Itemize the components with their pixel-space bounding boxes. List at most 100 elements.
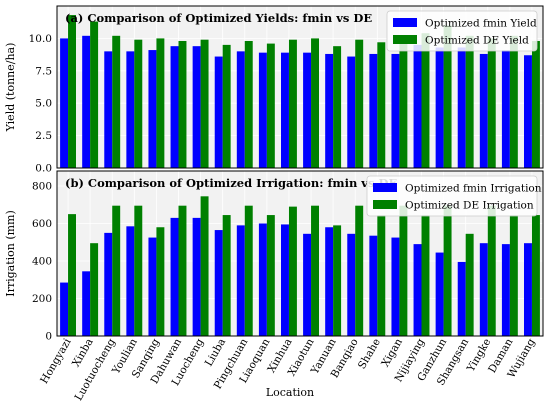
yield-legend-swatch-de (393, 35, 417, 44)
irrigation-plot-border (56, 170, 544, 337)
irrigation-bar-de-sanqing (156, 227, 165, 336)
irrigation-bar-fmin-liuba (214, 230, 223, 336)
yield-bar-fmin-ganzhun (435, 47, 444, 168)
irrigation-y-tick-label: 0 (45, 331, 52, 343)
irrigation-bar-de-pingchuan (244, 205, 253, 336)
yield-bar-fmin-wujiang (524, 55, 532, 168)
yield-bar-de-nijiaying (421, 33, 430, 168)
yield-y-tick-label: 10.0 (29, 33, 52, 45)
irrigation-bar-de-liuba (222, 215, 231, 336)
irrigation-legend-label-fmin: Optimized fmin Irrigation (405, 183, 542, 195)
yield-bar-de-shahe (377, 42, 386, 169)
irrigation-bar-de-shangsan (465, 233, 474, 336)
irrigation-bar-fmin-xinhua (281, 224, 289, 336)
irrigation-bar-de-nijiaying (421, 215, 430, 336)
yield-bar-de-shangsan (465, 35, 474, 168)
irrigation-bar-de-luotuocheng (112, 205, 121, 336)
irrigation-bar-de-yanuan (333, 225, 342, 336)
irrigation-bar-de-banqiao (355, 205, 364, 336)
yield-y-tick-label: 0.0 (35, 163, 52, 175)
yield-y-tick-label: 7.5 (35, 65, 52, 77)
yield-bar-fmin-dahuwan (170, 46, 179, 169)
irrigation-bar-de-ganzhun (443, 205, 452, 336)
x-tick-label-hongyazi: Hongyazi (38, 336, 74, 386)
panel-a-yield: 0.0 2.5 5.0 7.5 10.0 (a) Comparison of Optimi… (4, 5, 544, 175)
irrigation-bar-fmin-youlian (126, 226, 135, 336)
irrigation-bar-de-shahe (377, 215, 386, 336)
yield-bar-de-hongyazi (68, 15, 76, 168)
yield-bar-de-yanuan (333, 46, 342, 169)
yield-legend-swatch-fmin (393, 18, 417, 27)
yield-legend-box (386, 10, 538, 52)
irrigation-legend-swatch-de (373, 200, 397, 209)
irrigation-bar-fmin-liaoquan (258, 223, 267, 336)
irrigation-bar-fmin-shahe (369, 235, 378, 336)
yield-legend-label-fmin: Optimized fmin Yield (425, 18, 537, 30)
irrigation-bar-de-wujiang (531, 215, 540, 336)
irrigation-bar-de-hongyazi (68, 214, 76, 336)
irrigation-bar-fmin-sanqing (148, 237, 157, 336)
yield-bar-de-daman (509, 35, 518, 168)
irrigation-bar-fmin-dahuwan (170, 217, 179, 336)
yield-bar-de-xinhua (288, 39, 297, 168)
yield-bar-fmin-sanqing (148, 50, 157, 169)
irrigation-bar-fmin-shangsan (457, 261, 466, 336)
irrigation-bar-fmin-xiaotun (303, 233, 312, 336)
irrigation-y-axis-label: Irrigation (mm) (4, 210, 17, 297)
irrigation-bar-de-xiaotun (311, 205, 319, 336)
yield-bar-fmin-luotuocheng (104, 51, 113, 168)
yield-bar-de-pingchuan (244, 40, 253, 168)
yield-bar-fmin-nijiaying (413, 44, 422, 168)
yield-bar-fmin-liuba (214, 56, 223, 168)
irrigation-bar-fmin-luocheng (192, 217, 201, 336)
yield-bar-de-luocheng (200, 39, 209, 168)
irrigation-bar-fmin-luotuocheng (104, 232, 113, 336)
irrigation-bar-de-xinba (90, 243, 99, 336)
panel-b-irrigation: 0 200 400 600 800 (b) Comparison of Optimized… (4, 170, 544, 343)
yield-bar-fmin-daman (501, 50, 510, 169)
yield-bar-fmin-xigan (391, 53, 400, 169)
yield-bar-de-luotuocheng (112, 35, 121, 168)
yield-legend-label-de: Optimized DE Yield (425, 35, 529, 47)
irrigation-bar-de-luocheng (200, 196, 209, 336)
yield-bar-fmin-yingke (479, 53, 488, 169)
irrigation-bar-de-daman (509, 215, 518, 336)
yield-bar-fmin-pingchuan (236, 51, 245, 168)
yield-bar-de-sanqing (156, 38, 165, 169)
irrigation-bar-fmin-hongyazi (60, 282, 69, 336)
irrigation-legend: Optimized fmin Irrigation Optimized DE Ir… (366, 175, 542, 217)
x-axis-label: Location (266, 386, 314, 399)
irrigation-bar-de-yingke (487, 205, 496, 336)
irrigation-y-tick-label: 200 (32, 293, 52, 305)
irrigation-bar-fmin-yingke (479, 243, 488, 336)
yield-bar-fmin-xinhua (281, 52, 289, 168)
yield-bar-fmin-yanuan (325, 53, 334, 169)
irrigation-legend-label-de: Optimized DE Irrigation (405, 200, 534, 212)
irrigation-panel-title: (b) Comparison of Optimized Irrigation: … (65, 176, 397, 190)
yield-bar-fmin-banqiao (347, 56, 356, 168)
irrigation-y-tick-label: 400 (32, 256, 52, 268)
yield-plot-border (56, 5, 544, 169)
yield-bar-fmin-youlian (126, 51, 135, 168)
irrigation-y-tick-label: 600 (32, 218, 52, 230)
yield-bar-fmin-liaoquan (258, 52, 267, 168)
yield-y-tick-label: 5.0 (35, 98, 52, 110)
yield-bar-de-xinba (90, 21, 99, 168)
yield-panel-title: (a) Comparison of Optimized Yields: fmin… (65, 11, 372, 25)
yield-bar-de-ganzhun (443, 25, 452, 168)
x-tick-label-shahe: Shahe (356, 337, 383, 372)
yield-bar-de-liaoquan (266, 43, 275, 168)
yield-bar-de-liuba (222, 44, 231, 168)
yield-legend: Optimized fmin Yield Optimized DE Yield (386, 10, 538, 52)
irrigation-bar-fmin-banqiao (347, 233, 356, 336)
yield-bar-de-banqiao (355, 39, 364, 168)
irrigation-bar-de-xinhua (288, 206, 297, 336)
yield-y-axis-label: Yield (tonne/ha) (4, 43, 17, 133)
irrigation-legend-swatch-fmin (373, 183, 397, 192)
yield-bar-de-youlian (134, 39, 143, 168)
yield-bar-fmin-xinba (82, 35, 91, 168)
irrigation-bar-fmin-xigan (391, 237, 400, 336)
yield-bar-de-yingke (487, 38, 496, 169)
yield-bar-fmin-shahe (369, 53, 378, 169)
